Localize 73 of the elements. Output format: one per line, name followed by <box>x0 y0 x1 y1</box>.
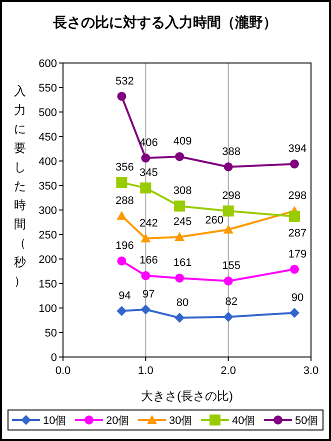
point <box>289 308 300 318</box>
data-label: 388 <box>222 146 241 158</box>
chart-title: 長さの比に対する入力時間（瀧野） <box>52 14 277 30</box>
data-label: 394 <box>288 142 307 155</box>
x-tick-label: 1.0 <box>138 365 154 377</box>
data-label: 82 <box>225 296 238 308</box>
y-tick-label: 100 <box>38 303 57 315</box>
y-tick-label: 350 <box>38 180 57 192</box>
point <box>174 200 186 212</box>
legend-label: 10個 <box>43 415 66 427</box>
y-tick-label: 50 <box>44 328 57 340</box>
x-tick-label: 0.0 <box>55 365 71 377</box>
legend-label: 40個 <box>232 415 256 427</box>
data-label: 532 <box>116 75 134 88</box>
point <box>223 312 234 322</box>
data-label: 260 <box>205 214 224 227</box>
point <box>117 256 126 266</box>
point <box>175 152 184 162</box>
y-tick-label: 250 <box>38 230 57 242</box>
y-tick-label: 600 <box>38 58 57 70</box>
legend-label: 20個 <box>106 415 130 427</box>
data-label: 308 <box>173 185 192 198</box>
legend-label: 30個 <box>169 415 192 427</box>
data-label: 245 <box>173 216 192 228</box>
data-label: 409 <box>173 136 192 148</box>
point <box>224 162 233 172</box>
data-label: 298 <box>222 190 241 202</box>
point <box>116 177 128 188</box>
data-label: 97 <box>142 288 155 300</box>
data-label: 179 <box>288 248 307 260</box>
data-label: 356 <box>116 162 134 174</box>
data-label: 80 <box>176 296 189 309</box>
y-tick-label: 300 <box>38 205 57 217</box>
point <box>141 154 150 163</box>
y-tick-label: 0 <box>50 352 57 364</box>
x-axis-title: 大きさ(長さの比) <box>141 389 233 403</box>
x-tick-label: 2.0 <box>220 365 236 377</box>
y-tick-label: 400 <box>38 156 57 168</box>
data-label: 166 <box>139 254 158 267</box>
data-label: 161 <box>173 257 192 270</box>
point <box>175 274 184 283</box>
point <box>290 264 299 274</box>
point <box>223 224 234 234</box>
data-label: 196 <box>116 240 134 252</box>
point <box>140 304 151 314</box>
point <box>224 276 233 286</box>
y-tick-label: 150 <box>38 278 57 290</box>
x-tick-label: 3.0 <box>303 365 319 377</box>
legend-label: 50個 <box>295 415 318 427</box>
point <box>290 159 299 168</box>
point <box>174 232 185 241</box>
point <box>140 182 152 194</box>
data-label: 298 <box>288 190 307 202</box>
y-tick-label: 550 <box>38 82 57 94</box>
point <box>288 210 300 222</box>
data-label: 287 <box>288 227 307 240</box>
data-label: 288 <box>116 194 134 207</box>
y-tick-label: 500 <box>38 107 57 119</box>
data-label: 94 <box>118 290 131 302</box>
point <box>141 271 150 280</box>
text: 入力に要した時間（秒） <box>14 84 26 288</box>
data-label: 90 <box>291 292 304 304</box>
point <box>222 205 234 216</box>
y-tick-label: 450 <box>38 132 57 144</box>
y-tick-label: 200 <box>38 254 57 266</box>
point <box>117 92 126 101</box>
point <box>174 312 185 323</box>
point <box>116 210 127 220</box>
data-label: 155 <box>222 260 241 272</box>
point <box>116 306 127 316</box>
point <box>140 233 151 242</box>
data-label: 242 <box>139 217 158 230</box>
data-label: 345 <box>139 166 158 179</box>
